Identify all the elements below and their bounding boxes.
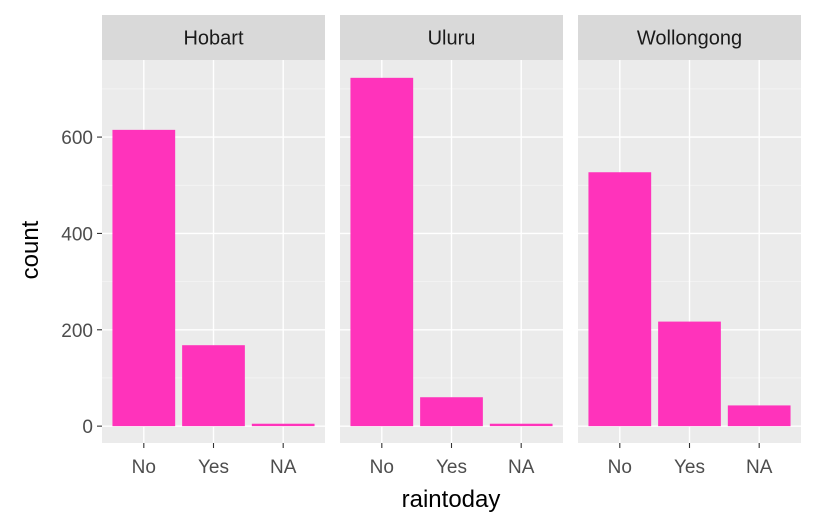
x-tick-label: Yes [674,457,705,478]
x-tick-label: No [370,457,394,478]
facet-strip-label: Wollongong [637,28,742,50]
y-axis-title: count [17,220,44,279]
bar-wollongong-yes [658,322,721,427]
bar-wollongong-no [588,172,651,426]
y-tick-label: 400 [61,224,93,245]
panels-layer: Hobart Uluru Wollongong [102,15,801,443]
x-tick-label: No [132,457,156,478]
x-tick-label: Yes [436,457,467,478]
y-tick-label: 0 [82,417,93,438]
x-axis-title: raintoday [402,486,501,513]
bar-uluru-no [350,78,413,426]
x-axis: No Yes NA No Yes NA No Yes NA [132,443,773,478]
bar-hobart-yes [182,345,245,426]
bar-uluru-yes [420,397,483,426]
facet-strip-label: Hobart [183,28,243,50]
bar-wollongong-na [728,405,791,426]
bar-uluru-na [490,424,553,426]
y-axis: 0 200 400 600 [61,128,102,438]
facet-strip-label: Uluru [428,28,476,50]
bar-hobart-no [112,130,175,426]
x-tick-label: NA [270,457,297,478]
facet-panel-wollongong: Wollongong [578,15,801,443]
facet-panel-hobart: Hobart [102,15,325,443]
x-tick-label: NA [746,457,773,478]
y-tick-label: 600 [61,128,93,149]
y-tick-label: 200 [61,321,93,342]
facet-panel-uluru: Uluru [340,15,563,443]
bar-hobart-na [252,424,315,426]
x-tick-label: Yes [198,457,229,478]
x-tick-label: NA [508,457,535,478]
x-tick-label: No [608,457,632,478]
